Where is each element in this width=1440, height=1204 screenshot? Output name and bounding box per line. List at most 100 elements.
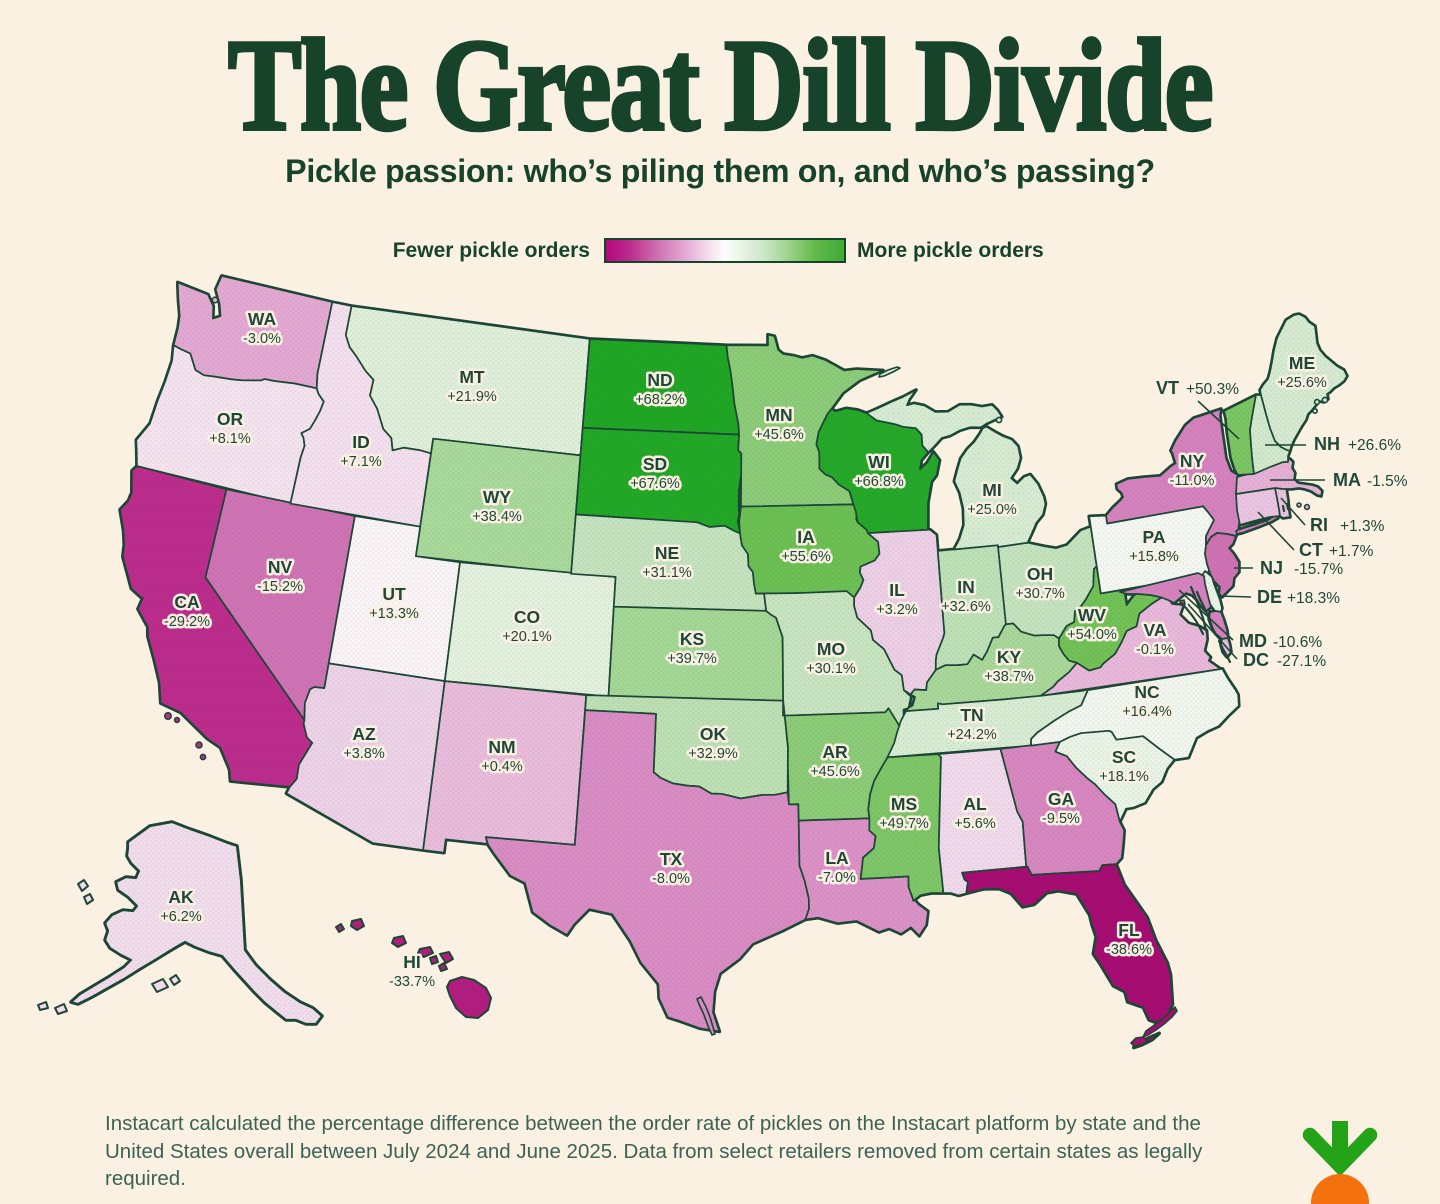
svg-text:MO: MO xyxy=(817,639,845,659)
svg-text:IA: IA xyxy=(797,527,815,547)
svg-text:+45.6%: +45.6% xyxy=(810,764,860,780)
svg-text:+16.4%: +16.4% xyxy=(1122,704,1172,720)
svg-text:TN: TN xyxy=(960,705,983,725)
svg-text:-7.0%: -7.0% xyxy=(818,870,856,886)
svg-text:PA: PA xyxy=(1142,527,1165,547)
svg-text:OH: OH xyxy=(1027,564,1053,584)
svg-text:MS: MS xyxy=(891,794,917,814)
svg-text:MA: MA xyxy=(1333,470,1361,490)
svg-text:+25.0%: +25.0% xyxy=(967,502,1017,518)
svg-text:WA: WA xyxy=(248,309,277,329)
svg-text:NY: NY xyxy=(1180,451,1205,471)
svg-text:+38.4%: +38.4% xyxy=(472,509,522,525)
svg-text:-3.0%: -3.0% xyxy=(243,331,281,347)
svg-text:MT: MT xyxy=(459,367,485,387)
svg-text:-38.6%: -38.6% xyxy=(1106,942,1152,958)
svg-text:+7.1%: +7.1% xyxy=(340,454,382,470)
svg-text:TX: TX xyxy=(660,849,683,869)
svg-text:-1.5%: -1.5% xyxy=(1367,473,1408,490)
svg-text:OR: OR xyxy=(217,409,244,429)
svg-text:+26.6%: +26.6% xyxy=(1348,437,1401,454)
svg-text:-33.7%: -33.7% xyxy=(389,974,435,990)
svg-text:NH: NH xyxy=(1314,434,1340,454)
svg-text:AL: AL xyxy=(963,794,987,814)
svg-text:+20.1%: +20.1% xyxy=(502,629,552,645)
svg-text:-9.5%: -9.5% xyxy=(1042,811,1080,827)
svg-text:LA: LA xyxy=(825,848,849,868)
svg-text:+32.6%: +32.6% xyxy=(941,599,991,615)
svg-text:+30.1%: +30.1% xyxy=(806,661,856,677)
svg-text:+39.7%: +39.7% xyxy=(667,651,717,667)
svg-text:ND: ND xyxy=(647,370,672,390)
svg-text:SC: SC xyxy=(1112,747,1137,767)
svg-text:WI: WI xyxy=(868,452,889,472)
svg-text:+25.6%: +25.6% xyxy=(1277,375,1327,391)
svg-text:-29.2%: -29.2% xyxy=(164,614,210,630)
svg-text:+18.3%: +18.3% xyxy=(1287,590,1340,607)
svg-text:CA: CA xyxy=(174,592,200,612)
svg-text:AR: AR xyxy=(822,742,848,762)
svg-text:+3.2%: +3.2% xyxy=(876,602,918,618)
svg-text:CO: CO xyxy=(514,607,540,627)
svg-text:-0.1%: -0.1% xyxy=(1136,642,1174,658)
svg-text:+68.2%: +68.2% xyxy=(635,392,685,408)
svg-text:HI: HI xyxy=(403,952,421,972)
svg-text:VT: VT xyxy=(1156,378,1179,398)
svg-text:+49.7%: +49.7% xyxy=(879,816,929,832)
svg-text:SD: SD xyxy=(643,454,667,474)
svg-text:+15.8%: +15.8% xyxy=(1129,549,1179,565)
svg-text:+24.2%: +24.2% xyxy=(947,727,997,743)
svg-text:UT: UT xyxy=(382,584,406,604)
svg-text:+13.3%: +13.3% xyxy=(369,606,419,622)
svg-text:+50.3%: +50.3% xyxy=(1186,381,1239,398)
svg-text:GA: GA xyxy=(1048,789,1075,809)
svg-text:NV: NV xyxy=(268,557,293,577)
svg-text:+3.8%: +3.8% xyxy=(343,746,385,762)
svg-text:+67.6%: +67.6% xyxy=(630,476,680,492)
svg-text:+55.6%: +55.6% xyxy=(781,549,831,565)
svg-text:+5.6%: +5.6% xyxy=(954,816,996,832)
svg-text:+45.6%: +45.6% xyxy=(754,427,804,443)
svg-text:+1.3%: +1.3% xyxy=(1340,518,1385,535)
svg-text:+21.9%: +21.9% xyxy=(447,389,497,405)
svg-text:-11.0%: -11.0% xyxy=(1170,473,1215,489)
svg-text:FL: FL xyxy=(1118,920,1140,940)
svg-text:MI: MI xyxy=(982,480,1001,500)
svg-text:+18.1%: +18.1% xyxy=(1099,769,1149,785)
svg-text:DC: DC xyxy=(1243,650,1269,670)
svg-text:+1.7%: +1.7% xyxy=(1329,543,1374,560)
svg-text:+6.2%: +6.2% xyxy=(160,909,202,925)
svg-text:-15.7%: -15.7% xyxy=(1294,561,1343,578)
svg-text:IL: IL xyxy=(889,580,905,600)
svg-text:RI: RI xyxy=(1310,515,1328,535)
svg-text:KY: KY xyxy=(997,647,1022,667)
svg-text:WY: WY xyxy=(483,487,512,507)
svg-text:KS: KS xyxy=(680,629,704,649)
svg-text:-15.2%: -15.2% xyxy=(257,579,303,595)
svg-text:-8.0%: -8.0% xyxy=(652,871,690,887)
svg-text:+0.4%: +0.4% xyxy=(481,759,523,775)
svg-text:AK: AK xyxy=(168,887,194,907)
svg-text:NM: NM xyxy=(488,737,515,757)
svg-text:NE: NE xyxy=(655,543,679,563)
svg-text:MN: MN xyxy=(765,405,792,425)
svg-text:-10.6%: -10.6% xyxy=(1273,634,1322,651)
svg-text:-27.1%: -27.1% xyxy=(1277,653,1326,670)
svg-text:OK: OK xyxy=(700,724,727,744)
svg-text:ME: ME xyxy=(1289,353,1315,373)
svg-text:AZ: AZ xyxy=(352,724,376,744)
svg-text:WV: WV xyxy=(1078,605,1107,625)
svg-text:CT: CT xyxy=(1299,540,1323,560)
svg-text:+66.8%: +66.8% xyxy=(854,474,904,490)
svg-text:NJ: NJ xyxy=(1260,558,1283,578)
svg-text:+32.9%: +32.9% xyxy=(688,746,738,762)
svg-text:VA: VA xyxy=(1143,620,1166,640)
svg-text:+54.0%: +54.0% xyxy=(1067,627,1117,643)
svg-text:+31.1%: +31.1% xyxy=(642,565,692,581)
svg-text:DE: DE xyxy=(1257,587,1282,607)
svg-text:MD: MD xyxy=(1239,631,1267,651)
svg-text:IN: IN xyxy=(957,577,975,597)
svg-text:+30.7%: +30.7% xyxy=(1015,586,1065,602)
svg-text:+38.7%: +38.7% xyxy=(984,669,1034,685)
svg-text:ID: ID xyxy=(352,432,370,452)
